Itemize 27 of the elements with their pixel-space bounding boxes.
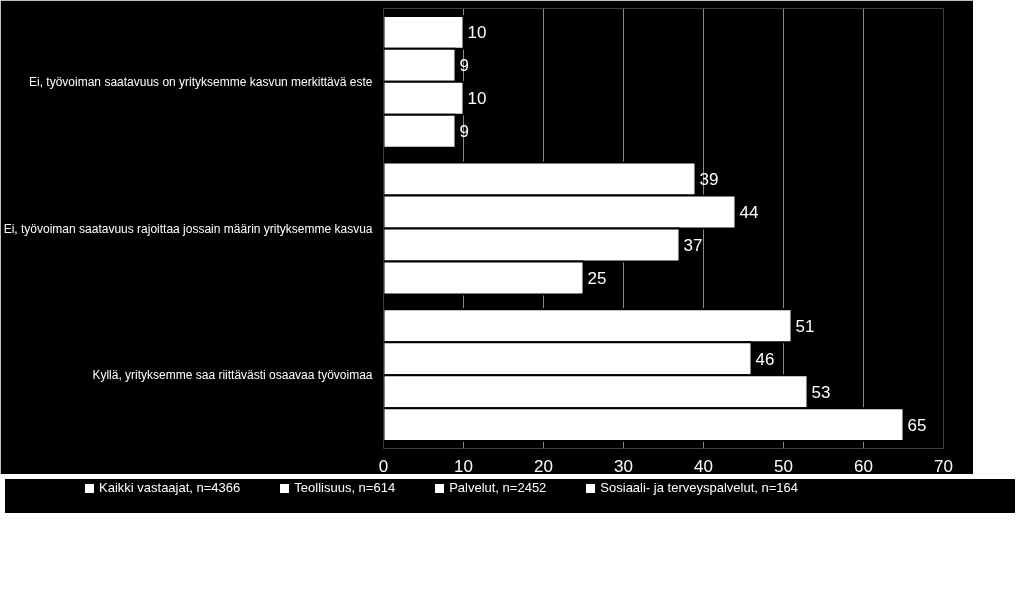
data-label: 51	[795, 316, 815, 336]
data-label: 44	[739, 203, 759, 223]
data-label: 10	[467, 89, 487, 109]
x-tick-label: 10	[454, 456, 473, 476]
x-tick-label: 0	[378, 456, 389, 476]
data-label: 46	[755, 349, 775, 369]
x-tick-label: 70	[934, 456, 953, 476]
data-label: 65	[907, 415, 927, 435]
x-tick-label: 30	[614, 456, 633, 476]
legend-label: Sosiaali- ja terveyspalvelut, n=164	[600, 479, 798, 497]
x-tick-label: 60	[854, 456, 873, 476]
data-label: 10	[467, 23, 487, 43]
legend-label: Palvelut, n=2452	[449, 479, 547, 497]
x-tick-label: 50	[774, 456, 793, 476]
data-label: 39	[699, 170, 719, 190]
legend-label: Kaikki vastaajat, n=4366	[99, 479, 241, 497]
y-tick-label: Kyllä, yrityksemme saa riittävästi osaavaa työvoimaa	[92, 368, 373, 383]
data-label: 9	[459, 56, 469, 76]
legend-label: Teollisuus, n=614	[294, 479, 396, 497]
data-label: 37	[683, 235, 703, 255]
data-label: 25	[587, 268, 607, 288]
data-label: 9	[459, 122, 469, 142]
y-tick-label: Ei, työvoiman saatavuus on yrityksemme kasvun merkittävä este	[29, 74, 373, 89]
y-tick-label: Ei, työvoiman saatavuus rajoittaa jossain määrin yrityksemme kasvua	[3, 221, 373, 236]
data-label: 53	[811, 382, 831, 402]
x-tick-label: 20	[534, 456, 553, 476]
x-tick-label: 40	[694, 456, 713, 476]
